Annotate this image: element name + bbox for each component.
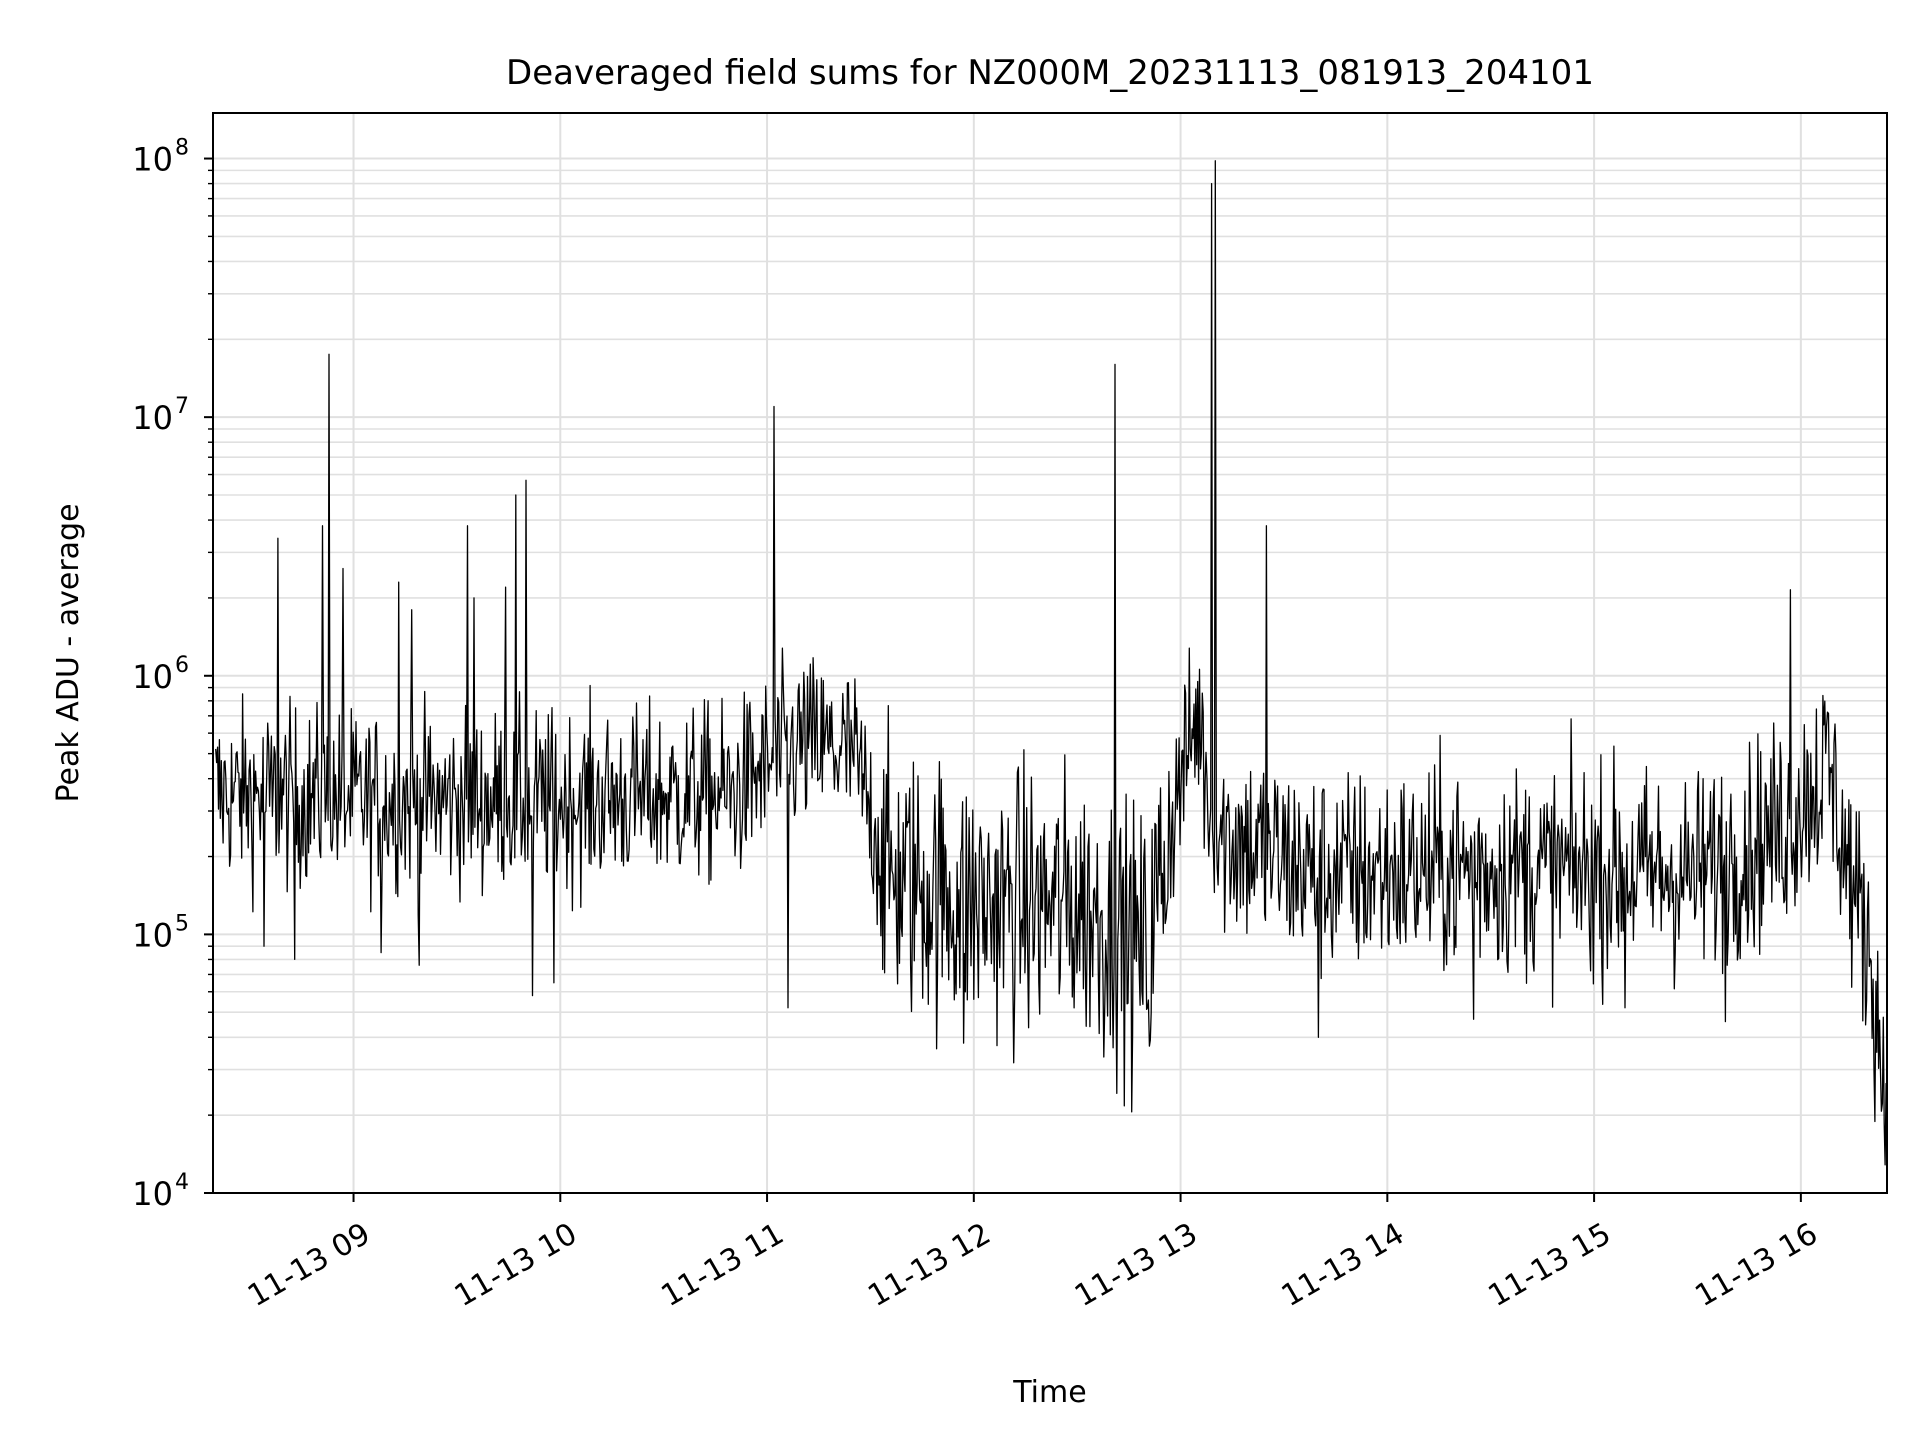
chart-title: Deaveraged field sums for NZ000M_2023111…: [506, 53, 1594, 93]
y-tick-label: 10: [132, 141, 173, 179]
y-tick-label-exponent: 8: [175, 136, 189, 161]
y-axis-label: Peak ADU - average: [51, 503, 86, 802]
data-line-group: [215, 160, 1888, 1166]
y-tick-label: 10: [132, 658, 173, 696]
y-tick-label-exponent: 4: [175, 1170, 189, 1195]
y-tick-label-exponent: 6: [175, 653, 189, 678]
y-tick-label-exponent: 7: [175, 394, 189, 419]
x-axis-label: Time: [1012, 1375, 1086, 1410]
y-tick-label: 10: [132, 399, 173, 437]
y-tick-label: 10: [132, 916, 173, 954]
plot-frame: [212, 112, 1888, 1194]
series-line: [215, 160, 1888, 1166]
y-tick-label: 10: [132, 1175, 173, 1213]
y-tick-label-exponent: 5: [175, 911, 189, 936]
